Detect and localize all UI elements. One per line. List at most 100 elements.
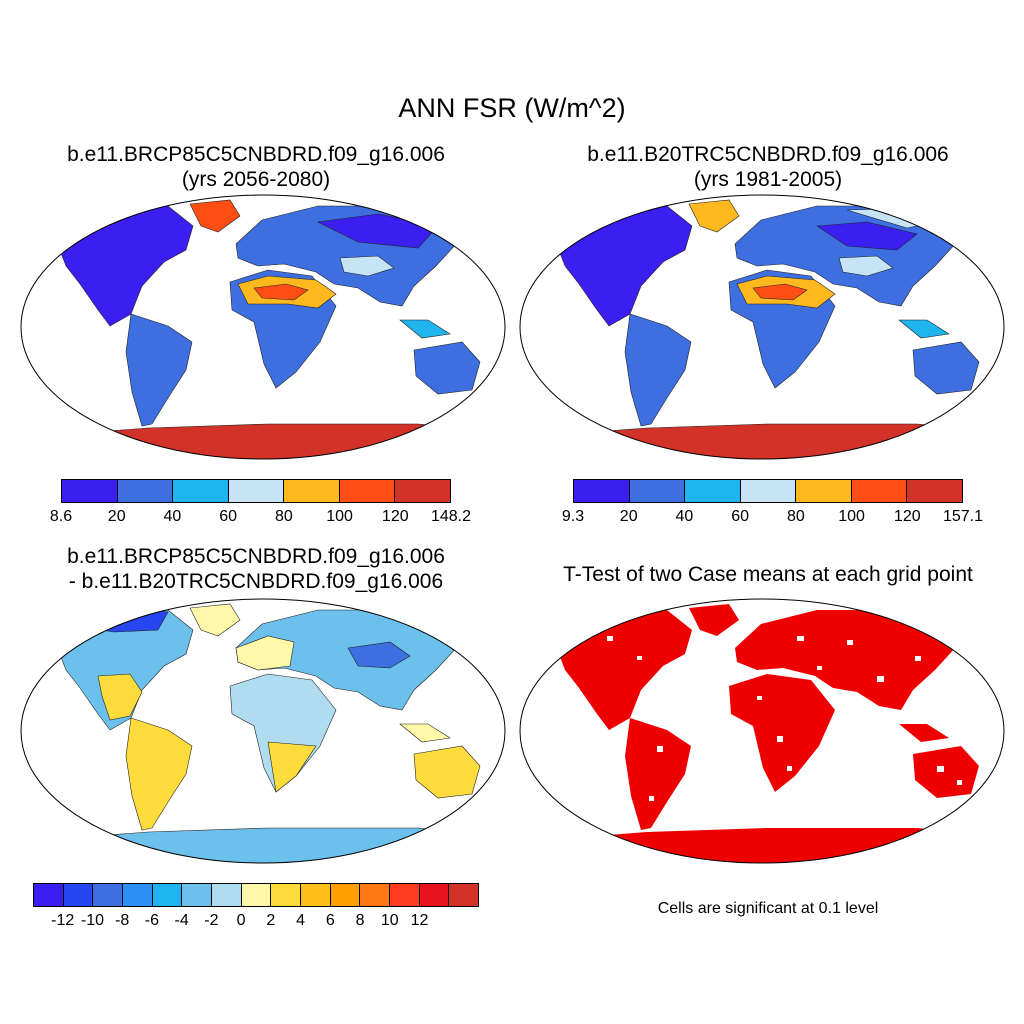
map-panel-difference bbox=[20, 598, 506, 864]
colorbar-tick-label: 40 bbox=[675, 508, 694, 525]
land-north-america bbox=[55, 205, 194, 327]
colorbar-swatch bbox=[395, 480, 451, 502]
colorbar-tick-label: 60 bbox=[219, 508, 238, 525]
colorbar-tick-label: 40 bbox=[163, 508, 182, 525]
land-south-america bbox=[125, 313, 193, 427]
panel1-title-line1: b.e11.BRCP85C5CNBDRD.f09_g16.006 bbox=[67, 143, 445, 166]
colorbar-historical bbox=[573, 479, 963, 503]
land-antarctica bbox=[520, 828, 1004, 863]
panel2-title-line2: (yrs 1981-2005) bbox=[693, 168, 843, 191]
land-antarctica bbox=[520, 423, 1004, 459]
colorbar-swatch bbox=[339, 480, 396, 502]
colorbar-future bbox=[61, 479, 451, 503]
land-australia bbox=[913, 746, 979, 798]
colorbar-tick-label: 8.6 bbox=[49, 508, 73, 525]
panel4-title: T-Test of two Case means at each grid po… bbox=[563, 563, 973, 586]
colorbar-tick-label: -8 bbox=[115, 912, 130, 929]
land-africa-south bbox=[267, 741, 317, 793]
colorbar-swatch bbox=[271, 884, 302, 906]
land-africa bbox=[729, 674, 835, 792]
map-boundary bbox=[20, 194, 506, 460]
land-indonesia bbox=[899, 724, 949, 742]
panel1-title-line2: (yrs 2056-2080) bbox=[181, 168, 331, 191]
colorbar-tick-label: 100 bbox=[326, 508, 353, 525]
colorbar-swatch bbox=[851, 480, 908, 502]
colorbar-swatch bbox=[173, 480, 229, 502]
colorbar-tick-label: 8 bbox=[355, 912, 365, 929]
map-boundary bbox=[519, 598, 1005, 864]
land-south-america bbox=[125, 717, 193, 831]
colorbar-tick-label: 9.3 bbox=[561, 508, 585, 525]
map-boundary bbox=[519, 194, 1005, 460]
colorbar-swatch bbox=[241, 884, 272, 906]
colorbar-tick-label: -4 bbox=[174, 912, 189, 929]
colorbar-swatch bbox=[574, 480, 630, 502]
land-indonesia bbox=[399, 319, 451, 339]
land-greenland bbox=[688, 199, 740, 233]
land-north-america bbox=[555, 610, 692, 730]
colorbar-tick-label: 148.2 bbox=[430, 508, 472, 525]
colorbar-swatch bbox=[629, 480, 686, 502]
colorbar-tick-label: 20 bbox=[107, 508, 126, 525]
land-indonesia bbox=[399, 723, 451, 743]
colorbar-swatch bbox=[390, 884, 420, 906]
colorbar-swatch bbox=[796, 480, 852, 502]
colorbar-swatch bbox=[117, 480, 174, 502]
colorbar-tick-label: -6 bbox=[144, 912, 160, 929]
colorbar-swatch bbox=[93, 884, 124, 906]
land-greenland bbox=[189, 603, 241, 637]
colorbar-tick-label: 100 bbox=[838, 508, 865, 525]
colorbar-tick-label: -10 bbox=[80, 912, 105, 929]
colorbar-tick-label: 120 bbox=[893, 508, 921, 525]
colorbar-swatch bbox=[212, 884, 242, 906]
colorbar-tick-label: 60 bbox=[731, 508, 750, 525]
colorbar-swatch bbox=[449, 884, 479, 906]
colorbar-swatch bbox=[62, 480, 118, 502]
land-tibet bbox=[339, 255, 395, 277]
land-europe-asia bbox=[735, 610, 957, 710]
map-panel-future bbox=[20, 194, 506, 460]
colorbar-swatch bbox=[34, 884, 64, 906]
land-hot-core bbox=[253, 283, 309, 301]
land-australia bbox=[413, 745, 481, 799]
land-tibet bbox=[838, 255, 894, 277]
colorbar-swatch bbox=[685, 480, 741, 502]
map-panel-historical bbox=[519, 194, 1005, 460]
colorbar-swatch bbox=[123, 884, 153, 906]
land-us-south bbox=[97, 673, 143, 721]
colorbar-tick-label: 80 bbox=[786, 508, 805, 525]
land-hot-core bbox=[752, 283, 808, 301]
land-australia bbox=[912, 341, 980, 395]
colorbar-tick-label: 12 bbox=[410, 912, 429, 929]
colorbar-difference bbox=[33, 883, 479, 907]
colorbar-swatch bbox=[419, 884, 450, 906]
colorbar-tick-label: 2 bbox=[266, 912, 276, 929]
panel2-title-line1: b.e11.B20TRC5CNBDRD.f09_g16.006 bbox=[587, 143, 949, 166]
land-antarctica bbox=[21, 827, 505, 863]
colorbar-tick-label: -12 bbox=[51, 912, 75, 929]
colorbar-tick-label: -2 bbox=[204, 912, 219, 929]
colorbar-swatch bbox=[301, 884, 331, 906]
panel3-title-line2: - b.e11.B20TRC5CNBDRD.f09_g16.006 bbox=[68, 570, 444, 593]
colorbar-tick-label: 10 bbox=[380, 912, 399, 929]
colorbar-tick-label: 120 bbox=[381, 508, 409, 525]
land-asia-dark bbox=[347, 641, 411, 669]
land-canada-dark bbox=[77, 607, 169, 633]
colorbar-swatch bbox=[63, 884, 94, 906]
land-greenland bbox=[189, 199, 241, 233]
colorbar-tick-label: 4 bbox=[296, 912, 306, 929]
panel3-title-line1: b.e11.BRCP85C5CNBDRD.f09_g16.006 bbox=[67, 545, 445, 568]
figure-title: ANN FSR (W/m^2) bbox=[398, 93, 626, 123]
colorbar-swatch bbox=[907, 480, 963, 502]
colorbar-swatch bbox=[182, 884, 213, 906]
colorbar-tick-label: 157.1 bbox=[942, 508, 984, 525]
land-europe-yellow bbox=[235, 635, 295, 671]
colorbar-swatch bbox=[740, 480, 797, 502]
land-greenland bbox=[689, 604, 739, 636]
land-antarctica bbox=[21, 423, 505, 459]
land-australia bbox=[413, 341, 481, 395]
colorbar-swatch bbox=[330, 884, 361, 906]
map-panel-ttest bbox=[519, 598, 1005, 864]
colorbar-swatch bbox=[284, 480, 340, 502]
nonsignificant-cells bbox=[607, 636, 962, 801]
